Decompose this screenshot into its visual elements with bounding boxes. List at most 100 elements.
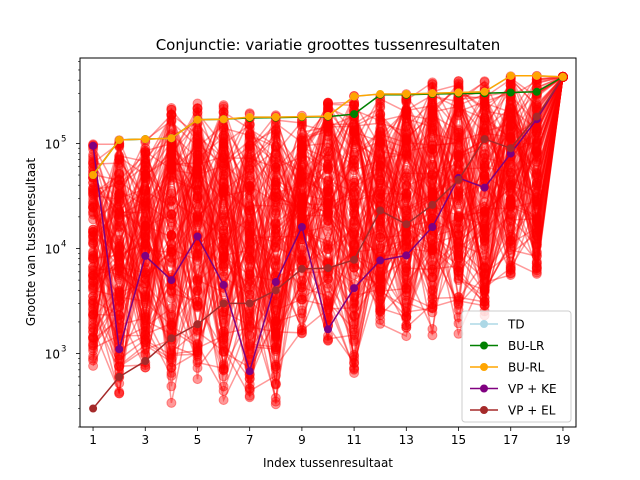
- background-point: [88, 268, 99, 279]
- background-point: [323, 151, 333, 162]
- background-point: [453, 249, 464, 260]
- legend-swatch-marker: [480, 341, 488, 350]
- background-point: [114, 234, 125, 245]
- background-point: [270, 396, 281, 407]
- background-point: [88, 203, 99, 214]
- background-point: [427, 240, 438, 251]
- background-point: [401, 109, 412, 120]
- y-tick-label: 10: [45, 242, 60, 256]
- background-point: [401, 121, 412, 132]
- background-point: [140, 278, 151, 289]
- background-point: [140, 169, 151, 180]
- background-point: [114, 227, 125, 238]
- background-point: [505, 120, 516, 130]
- background-point: [296, 286, 307, 297]
- background-point: [323, 97, 333, 108]
- background-point: [349, 316, 360, 327]
- background-point: [88, 264, 99, 275]
- background-point: [270, 159, 281, 170]
- background-point: [114, 189, 125, 200]
- background-point: [166, 152, 177, 163]
- series-vp-ke-point: [324, 325, 332, 334]
- background-point: [375, 138, 386, 149]
- background-point: [244, 130, 255, 141]
- background-point: [140, 315, 151, 326]
- background-point: [192, 302, 203, 313]
- background-point: [296, 202, 307, 213]
- background-point: [479, 196, 490, 207]
- background-point: [296, 172, 307, 183]
- background-point: [453, 187, 464, 198]
- series-vp-ke-point: [193, 232, 202, 241]
- background-point: [140, 215, 151, 226]
- background-point: [479, 287, 490, 298]
- background-point: [218, 153, 229, 163]
- background-point: [349, 351, 360, 362]
- background-point: [88, 283, 99, 294]
- background-point: [192, 357, 203, 368]
- background-point: [218, 101, 229, 112]
- background-point: [270, 235, 281, 246]
- background-point: [270, 153, 281, 164]
- background-point: [323, 121, 333, 132]
- background-line: [92, 76, 564, 393]
- background-point: [401, 205, 412, 216]
- background-point: [270, 254, 281, 265]
- background-point: [166, 209, 177, 220]
- background-line: [92, 76, 564, 379]
- background-point: [323, 126, 333, 137]
- series-vp-ke-point: [141, 251, 150, 260]
- background-point: [296, 162, 307, 173]
- background-point: [349, 127, 360, 138]
- x-tick-label: 15: [451, 433, 466, 447]
- background-point: [192, 133, 203, 144]
- background-point: [218, 130, 229, 141]
- background-point: [218, 364, 229, 374]
- background-point: [401, 189, 412, 200]
- background-point: [479, 153, 490, 164]
- background-point: [244, 207, 255, 218]
- background-point: [270, 134, 281, 145]
- background-point: [114, 252, 125, 263]
- background-point: [218, 142, 229, 152]
- background-point: [270, 171, 281, 182]
- background-line: [92, 76, 564, 331]
- background-point: [244, 266, 255, 277]
- background-point: [270, 305, 281, 316]
- background-point: [270, 315, 281, 326]
- background-point: [140, 337, 151, 348]
- background-line: [92, 76, 564, 341]
- background-point: [531, 230, 542, 240]
- background-point: [218, 252, 229, 263]
- background-point: [218, 132, 229, 143]
- background-point: [479, 219, 490, 230]
- background-point: [453, 129, 464, 140]
- background-point: [453, 99, 464, 110]
- background-point: [114, 159, 125, 170]
- background-point: [401, 180, 412, 191]
- background-point: [453, 230, 464, 241]
- background-point: [375, 108, 386, 119]
- background-point: [88, 270, 99, 281]
- series-vp-el-point: [428, 200, 437, 209]
- background-point: [218, 326, 229, 337]
- background-point: [270, 332, 281, 343]
- background-point: [244, 143, 255, 154]
- background-point: [375, 178, 386, 189]
- background-point: [427, 285, 438, 296]
- background-point: [140, 176, 151, 187]
- background-point: [166, 320, 177, 331]
- background-point: [218, 359, 229, 370]
- background-line: [93, 76, 564, 295]
- background-point: [244, 289, 255, 300]
- background-point: [114, 295, 125, 306]
- background-point: [531, 187, 542, 198]
- background-point: [531, 196, 542, 207]
- legend-swatch-marker: [480, 406, 488, 414]
- background-point: [140, 171, 151, 182]
- background-point: [244, 152, 255, 163]
- background-point: [349, 177, 360, 188]
- background-point: [427, 175, 438, 186]
- background-point: [401, 192, 412, 203]
- background-point: [218, 221, 229, 232]
